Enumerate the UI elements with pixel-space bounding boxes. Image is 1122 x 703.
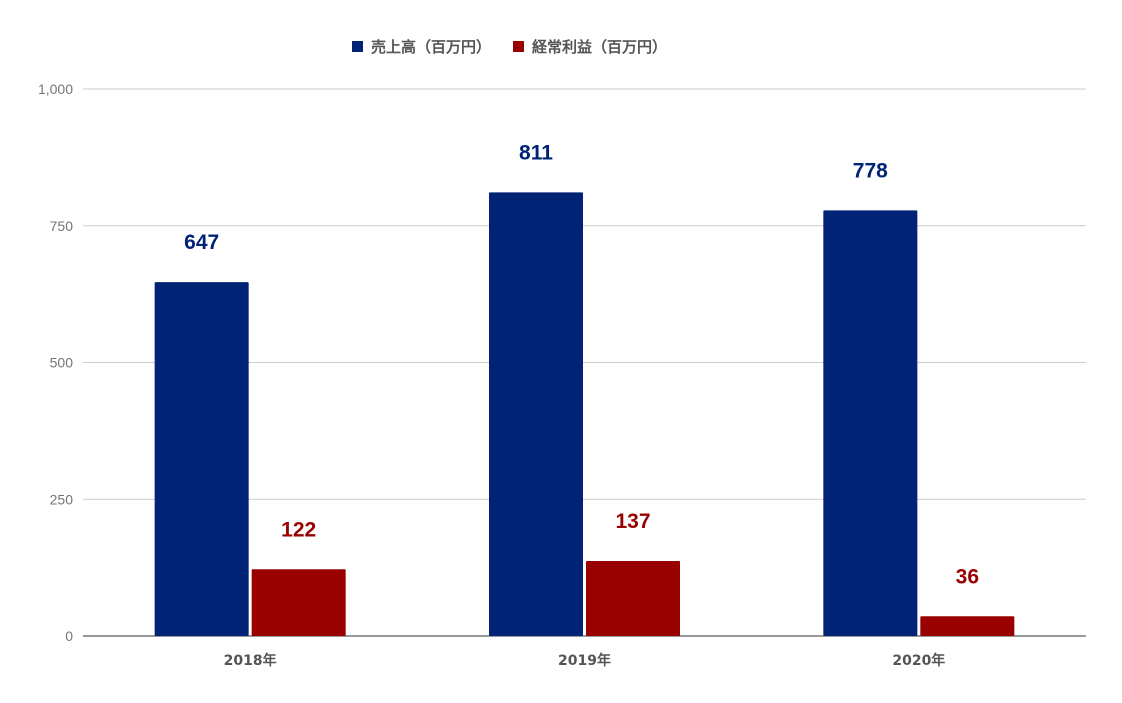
x-category-label: 2019年 <box>558 652 611 669</box>
legend-swatch-sales <box>352 41 363 52</box>
data-label: 137 <box>615 510 650 533</box>
data-label: 122 <box>281 518 316 541</box>
x-category-label: 2020年 <box>892 652 945 669</box>
y-tick-label: 750 <box>50 218 74 234</box>
bar-sales <box>154 282 249 636</box>
bar-profit <box>251 569 346 636</box>
legend-label-sales: 売上高（百万円） <box>371 38 492 56</box>
data-label: 778 <box>853 159 888 182</box>
data-label: 811 <box>519 141 553 164</box>
legend-item-profit[interactable]: 経常利益（百万円） <box>513 36 667 57</box>
legend-label-profit: 経常利益（百万円） <box>532 38 668 56</box>
legend-swatch-profit <box>513 41 525 52</box>
bar-sales <box>823 210 918 636</box>
bar-profit <box>920 616 1015 636</box>
bar-profit <box>586 561 680 636</box>
y-tick-label: 500 <box>50 355 74 371</box>
y-tick-label: 1,000 <box>38 81 73 97</box>
x-category-label: 2018年 <box>224 652 277 669</box>
y-tick-label: 0 <box>65 628 73 644</box>
legend-item-sales[interactable]: 売上高（百万円） <box>352 36 491 57</box>
data-label: 647 <box>184 231 219 254</box>
y-tick-label: 250 <box>50 491 74 507</box>
chart-legend: 売上高（百万円） 経常利益（百万円） <box>352 36 667 57</box>
data-label: 36 <box>956 565 979 588</box>
bar-sales <box>489 192 583 636</box>
